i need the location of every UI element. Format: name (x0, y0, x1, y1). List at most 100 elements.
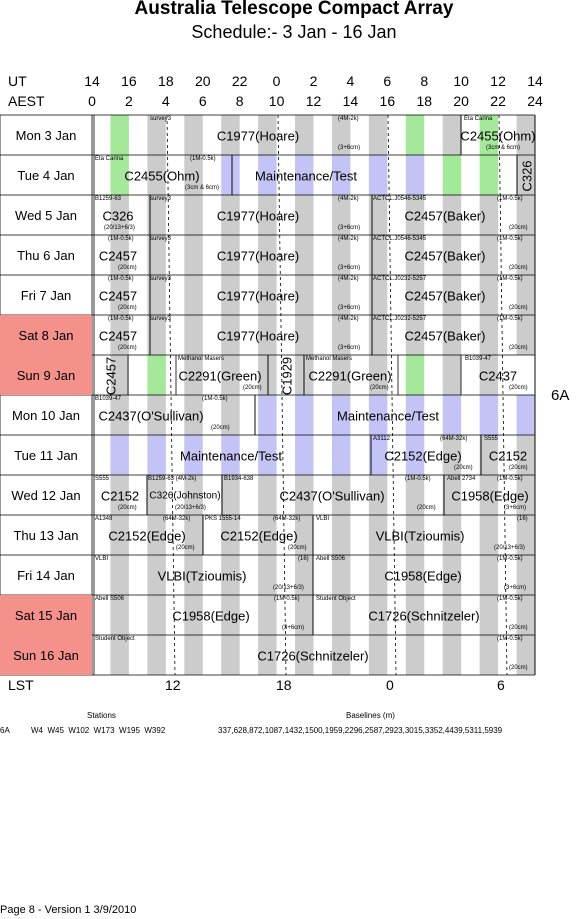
schedule-stripe (368, 475, 388, 515)
schedule-stripe (258, 475, 277, 515)
schedule-stripe (368, 595, 388, 635)
source-name: PKS 1555-14 (205, 516, 241, 522)
receiver-band: (20/13+6/3) (273, 585, 304, 591)
project-label: Maintenance/Test (255, 168, 357, 184)
baselines-title: Baselines (m) (346, 711, 395, 720)
project-label: VLBI(Tzioumis) (375, 528, 465, 544)
correlator-config: (1M-0.5k) (497, 636, 523, 642)
schedule-stripe (184, 635, 203, 675)
day-label: Sat 8 Jan (0, 315, 92, 355)
schedule-stripe (516, 355, 535, 395)
project-label: C2455(Ohm) (460, 128, 536, 144)
receiver-band: (20cm) (417, 505, 436, 511)
schedule-stripe (331, 235, 351, 275)
schedule-stripe (258, 395, 277, 435)
schedule-stripe (147, 395, 166, 435)
schedule-stripe (295, 515, 314, 555)
receiver-band: (20cm) (509, 665, 528, 671)
correlator-config: (4M-2k) (338, 236, 359, 242)
project-label: C2457(Baker) (404, 248, 486, 264)
schedule-stripe (110, 475, 129, 515)
schedule-stripe (147, 115, 166, 155)
ut-tick: 0 (272, 73, 281, 89)
schedule-stripe (258, 315, 277, 355)
receiver-band: (3+6cm) (504, 585, 527, 591)
schedule-stripe (331, 275, 351, 315)
ut-label: UT (8, 73, 27, 89)
schedule-stripe (295, 635, 314, 675)
schedule-stripe (368, 355, 388, 395)
schedule-stripe (258, 275, 277, 315)
schedule-stripe (442, 555, 462, 595)
schedule-stripe (368, 275, 388, 315)
aest-tick: 2 (125, 93, 133, 109)
schedule-stripe (147, 355, 166, 395)
source-name: Student Object (316, 596, 356, 602)
schedule-stripe (147, 635, 166, 675)
schedule-stripe (331, 115, 351, 155)
schedule-stripe (221, 555, 240, 595)
schedule-stripe (110, 435, 129, 475)
receiver-band: (3cm & 6cm) (185, 185, 220, 191)
project-label: C2437(O'Sullivan) (279, 488, 385, 504)
page-subtitle: Schedule:- 3 Jan - 16 Jan (191, 22, 397, 42)
source-name: (1M-0.5k) (108, 276, 134, 282)
lst-tick: 6 (497, 677, 505, 693)
schedule-stripe (516, 235, 535, 275)
schedule-stripe (221, 315, 240, 355)
schedule-stripe (295, 395, 314, 435)
aest-tick: 8 (235, 93, 244, 109)
correlator-config: (1M-0.5k) (405, 476, 431, 482)
schedule-stripe (442, 395, 462, 435)
source-name: ACTCL.J0546-5345 (373, 196, 427, 202)
schedule-stripe (221, 235, 240, 275)
schedule-stripe (221, 275, 240, 315)
schedule-stripe (295, 595, 314, 635)
project-label: C1726(Schnitzeler) (257, 648, 369, 664)
schedule-stripe (331, 595, 351, 635)
schedule-stripe (405, 555, 425, 595)
schedule-stripe (405, 235, 425, 275)
aest-tick: 14 (342, 93, 359, 109)
day-label: Fri 14 Jan (17, 567, 75, 583)
source-name: B1259-63 (95, 196, 122, 202)
schedule-stripe (258, 515, 277, 555)
schedule-stripe (184, 235, 203, 275)
schedule-stripe (184, 355, 203, 395)
project-label: C2457(Baker) (404, 208, 486, 224)
schedule-stripe (258, 435, 277, 475)
project-label: C2457(Baker) (404, 288, 486, 304)
config-name: 6A (0, 726, 10, 735)
schedule-stripe (442, 235, 462, 275)
schedule-stripe (368, 635, 388, 675)
schedule-stripe (368, 115, 388, 155)
aest-tick: 4 (161, 93, 170, 109)
project-label: C2457 (103, 356, 119, 396)
schedule-stripe (331, 635, 351, 675)
receiver-band: (20cm) (509, 225, 528, 231)
schedule-stripe (110, 555, 129, 595)
lst-tick: 0 (386, 677, 394, 693)
ut-tick: 14 (84, 73, 100, 89)
source-name: A3112 (373, 436, 390, 442)
source-name: B1039-47 (465, 356, 492, 362)
day-label: Sat 15 Jan (0, 595, 92, 635)
schedule-stripe (479, 315, 499, 355)
day-label: Mon 10 Jan (12, 407, 80, 423)
schedule-stripe (442, 475, 462, 515)
receiver-band: (20cm) (211, 425, 230, 431)
correlator-config: (1M-0.5k) (190, 156, 216, 162)
receiver-band: (20cm) (509, 625, 528, 631)
schedule-stripe (184, 195, 203, 235)
schedule-stripe (405, 475, 425, 515)
schedule-stripe (516, 555, 535, 595)
schedule-stripe (221, 155, 240, 195)
receiver-band: (20cm) (118, 505, 137, 511)
schedule-stripe (221, 595, 240, 635)
lst-label: LST (8, 677, 34, 693)
schedule-stripe (110, 315, 129, 355)
schedule-stripe (295, 235, 314, 275)
schedule-stripe (442, 315, 462, 355)
schedule-stripe (147, 235, 166, 275)
correlator-config: (1M-0.5k) (497, 476, 523, 482)
